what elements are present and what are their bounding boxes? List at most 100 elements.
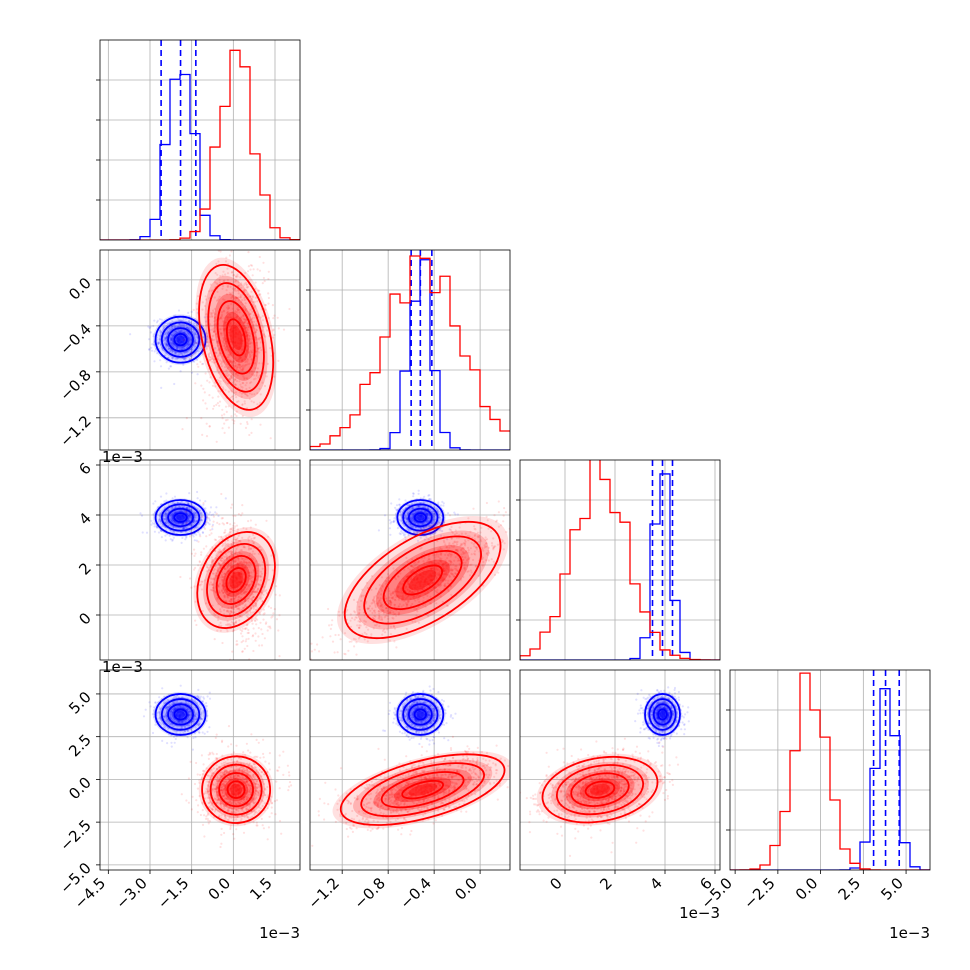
- scatter-point: [247, 585, 250, 588]
- scatter-point: [224, 553, 227, 556]
- scatter-point: [214, 351, 217, 354]
- scatter-point: [400, 605, 403, 608]
- scatter-point: [218, 523, 221, 526]
- scatter-point: [226, 623, 229, 626]
- scatter-point: [202, 502, 205, 505]
- scatter-point: [241, 580, 244, 584]
- scatter-point: [225, 374, 228, 377]
- scatter-point: [224, 589, 227, 592]
- scatter-point: [187, 514, 191, 518]
- scatter-point: [347, 649, 350, 652]
- scatter-point: [211, 528, 214, 531]
- scatter-point: [466, 564, 469, 567]
- scatter-point: [148, 348, 151, 351]
- scatter-point: [241, 561, 244, 565]
- scatter-point: [210, 556, 213, 559]
- scatter-point: [363, 619, 366, 623]
- scatter-point: [190, 355, 193, 358]
- scatter-point: [205, 320, 208, 323]
- scatter-point: [246, 576, 249, 579]
- scatter-point: [197, 564, 200, 567]
- scatter-point: [418, 516, 421, 519]
- scatter-point: [188, 333, 191, 336]
- scatter-point: [217, 584, 220, 587]
- scatter-point: [252, 323, 255, 326]
- scatter-point: [240, 572, 243, 575]
- scatter-point: [218, 376, 222, 379]
- scatter-point: [254, 377, 257, 380]
- scatter-point: [170, 337, 173, 340]
- scatter-point: [187, 326, 190, 329]
- scatter-point: [222, 279, 225, 283]
- scatter-point: [185, 510, 188, 513]
- scatter-point: [231, 360, 234, 364]
- scatter-point: [401, 597, 404, 600]
- scatter-point: [183, 331, 186, 334]
- scatter-point: [240, 392, 243, 395]
- scatter-point: [240, 338, 243, 341]
- scatter-point: [445, 565, 448, 568]
- scatter-point: [223, 561, 226, 565]
- scatter-point: [183, 339, 186, 342]
- scatter-point: [258, 293, 261, 297]
- scatter-point: [186, 512, 189, 515]
- scatter-point: [235, 328, 238, 331]
- scatter-point: [397, 595, 400, 598]
- scatter-point: [225, 347, 229, 350]
- scatter-point: [244, 590, 247, 594]
- scatter-point: [231, 293, 234, 297]
- scatter-point: [428, 583, 431, 586]
- scatter-point: [197, 526, 200, 529]
- scatter-point: [412, 512, 415, 516]
- scatter-point: [241, 368, 244, 371]
- scatter-point: [235, 323, 238, 326]
- scatter-point: [419, 515, 422, 518]
- scatter-point: [212, 586, 215, 589]
- scatter-point: [423, 538, 426, 541]
- scatter-point: [231, 581, 234, 584]
- scatter-point: [179, 329, 182, 333]
- scatter-point: [447, 562, 450, 565]
- scatter-point: [208, 394, 211, 397]
- scatter-point: [181, 352, 184, 355]
- scatter-point: [258, 374, 261, 377]
- scatter-point: [271, 304, 274, 307]
- scatter-point: [502, 520, 505, 523]
- scatter-point: [248, 338, 251, 341]
- scatter-point: [234, 365, 237, 368]
- scatter-point: [219, 567, 222, 570]
- scatter-point: [225, 345, 228, 348]
- scatter-point: [170, 325, 173, 328]
- scatter-point: [245, 394, 248, 397]
- scatter-point: [404, 585, 407, 588]
- scatter-point: [179, 522, 182, 525]
- scatter-point: [190, 310, 193, 313]
- scatter-point: [246, 590, 249, 593]
- scatter-point: [223, 567, 226, 570]
- scatter-point: [440, 560, 443, 563]
- scatter-point: [224, 568, 227, 571]
- scatter-point: [426, 582, 429, 585]
- scatter-point: [197, 529, 200, 532]
- scatter-point: [180, 324, 183, 327]
- scatter-point: [227, 545, 230, 548]
- scatter-point: [224, 572, 227, 575]
- scatter-point: [211, 583, 214, 586]
- scatter-point: [425, 526, 428, 529]
- scatter-point: [171, 334, 174, 338]
- scatter-point: [414, 584, 417, 587]
- scatter-point: [183, 351, 186, 354]
- scatter-point: [231, 291, 234, 294]
- scatter-point: [158, 514, 161, 517]
- scatter-point: [219, 558, 222, 562]
- scatter-point: [418, 526, 422, 530]
- scatter-point: [156, 342, 159, 345]
- scatter-point: [215, 318, 218, 321]
- scatter-point: [310, 658, 313, 660]
- scatter-point: [200, 583, 203, 586]
- scatter-point: [251, 580, 254, 584]
- scatter-point: [404, 514, 407, 518]
- scatter-point: [235, 400, 239, 404]
- scatter-point: [226, 418, 229, 421]
- scatter-point: [247, 631, 250, 635]
